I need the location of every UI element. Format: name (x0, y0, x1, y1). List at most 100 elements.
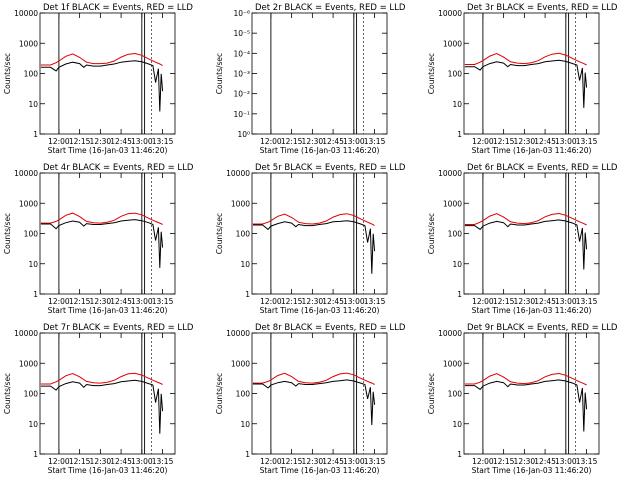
y-tick-label: 1000 (231, 199, 250, 208)
y-tick-label: 10000 (438, 329, 462, 338)
panel-title: Det 9r BLACK = Events, RED = LLD (467, 323, 618, 333)
y-tick-label: 1000 (443, 39, 462, 48)
y-tick-label: 1 (33, 450, 38, 459)
x-tick-label: 12:30 (302, 297, 324, 306)
y-tick-label: 10000 (438, 9, 462, 18)
y-tick-label: 10⁰ (237, 130, 250, 139)
x-tick-label: 12:15 (69, 457, 91, 466)
x-tick-label: 12:00 (260, 457, 282, 466)
panel-title: Det 8r BLACK = Events, RED = LLD (255, 323, 406, 333)
x-tick-label: 13:15 (364, 457, 386, 466)
x-tick-label: 12:30 (514, 297, 536, 306)
y-tick-label: 1 (33, 130, 38, 139)
plot-frame (39, 12, 176, 135)
y-tick-label: 10⁻² (233, 90, 250, 99)
y-tick-label: 10 (28, 260, 38, 269)
x-axis-label: Start Time (16-Jan-03 11:46:20) (472, 146, 592, 155)
y-tick-label: 100 (448, 70, 463, 79)
plot-frame (251, 172, 388, 295)
event-rate-line (464, 219, 588, 270)
event-rate-line (252, 220, 376, 274)
y-axis-label: Counts/sec (427, 213, 436, 254)
x-tick-label: 12:15 (281, 297, 303, 306)
detector-panel: Det 1f BLACK = Events, RED = LLD 1 10 100 10… (3, 3, 193, 155)
x-tick-label: 12:30 (302, 457, 324, 466)
y-tick-label: 10⁻¹ (233, 110, 250, 119)
plot-frame (39, 332, 176, 455)
y-tick-label: 100 (236, 230, 251, 239)
x-tick-label: 12:45 (110, 457, 132, 466)
x-tick-label: 13:00 (343, 297, 365, 306)
x-tick-label: 13:00 (131, 137, 153, 146)
panel-title: Det 2r BLACK = Events, RED = LLD (255, 3, 406, 13)
x-tick-label: 12:45 (322, 297, 344, 306)
x-tick-label: 12:00 (472, 457, 494, 466)
x-tick-label: 13:00 (131, 297, 153, 306)
event-rate-line (464, 59, 588, 108)
panel-title: Det 7r BLACK = Events, RED = LLD (43, 323, 194, 333)
x-axis-label: Start Time (16-Jan-03 11:46:20) (260, 146, 380, 155)
x-tick-label: 13:15 (364, 297, 386, 306)
x-tick-label: 12:30 (302, 137, 324, 146)
lld-rate-line (252, 372, 375, 385)
x-tick-label: 13:15 (152, 457, 174, 466)
y-tick-label: 10 (240, 260, 250, 269)
x-tick-label: 13:00 (343, 137, 365, 146)
y-tick-label: 100 (448, 390, 463, 399)
x-tick-label: 12:45 (534, 457, 556, 466)
detector-panel: Det 8r BLACK = Events, RED = LLD 1 10 100 10… (215, 323, 406, 475)
x-tick-label: 12:15 (493, 297, 515, 306)
x-tick-label: 13:00 (555, 457, 577, 466)
detector-panel: Det 6r BLACK = Events, RED = LLD 1 10 100 10… (427, 163, 618, 315)
x-tick-label: 13:15 (576, 137, 598, 146)
y-tick-label: 10 (452, 100, 462, 109)
y-tick-label: 10⁻³ (233, 70, 250, 79)
y-tick-label: 1000 (19, 39, 38, 48)
detector-panel: Det 2r BLACK = Events, RED = LLD 10⁰ 10⁻¹ 1… (215, 3, 406, 155)
x-tick-label: 12:15 (69, 137, 91, 146)
plot-frame (463, 332, 600, 455)
x-axis-label: Start Time (16-Jan-03 11:46:20) (472, 306, 592, 315)
x-tick-label: 12:45 (110, 297, 132, 306)
y-axis-label: Counts/sec (215, 213, 224, 254)
x-tick-label: 12:45 (322, 457, 344, 466)
x-tick-label: 12:45 (322, 137, 344, 146)
lld-rate-line (252, 213, 375, 227)
x-tick-label: 13:00 (343, 457, 365, 466)
x-tick-label: 12:00 (48, 457, 70, 466)
x-tick-label: 12:30 (514, 137, 536, 146)
y-tick-label: 1 (457, 450, 462, 459)
x-tick-label: 12:30 (90, 297, 112, 306)
y-axis-label: Counts/sec (427, 53, 436, 94)
lld-rate-line (464, 52, 587, 66)
x-tick-label: 12:45 (534, 137, 556, 146)
y-tick-label: 10⁻⁵ (233, 29, 250, 38)
x-tick-label: 12:00 (260, 297, 282, 306)
x-tick-label: 12:45 (534, 297, 556, 306)
x-axis-label: Start Time (16-Jan-03 11:46:20) (472, 466, 592, 475)
x-tick-label: 13:15 (576, 297, 598, 306)
y-tick-label: 1000 (443, 199, 462, 208)
x-tick-label: 13:00 (555, 137, 577, 146)
y-tick-label: 10 (452, 420, 462, 429)
panel-title: Det 1f BLACK = Events, RED = LLD (43, 3, 193, 13)
y-axis-label: Counts/sec (215, 373, 224, 414)
panel-title: Det 4r BLACK = Events, RED = LLD (43, 163, 194, 173)
x-tick-label: 12:45 (110, 137, 132, 146)
x-tick-label: 12:15 (493, 137, 515, 146)
detector-panel: Det 5r BLACK = Events, RED = LLD 1 10 100 10… (215, 163, 406, 315)
detector-panel: Det 3r BLACK = Events, RED = LLD 1 10 100 10… (427, 3, 618, 155)
x-tick-label: 12:30 (90, 137, 112, 146)
lld-rate-line (464, 372, 587, 386)
y-axis-label: Counts/sec (3, 53, 12, 94)
y-tick-label: 10 (452, 260, 462, 269)
x-tick-label: 13:15 (364, 137, 386, 146)
y-tick-label: 1000 (443, 359, 462, 368)
y-tick-label: 100 (448, 230, 463, 239)
x-tick-label: 12:15 (281, 137, 303, 146)
x-tick-label: 13:15 (152, 137, 174, 146)
x-axis-label: Start Time (16-Jan-03 11:46:20) (48, 466, 168, 475)
y-tick-label: 10⁻⁶ (233, 9, 250, 18)
panel-title: Det 5r BLACK = Events, RED = LLD (255, 163, 406, 173)
